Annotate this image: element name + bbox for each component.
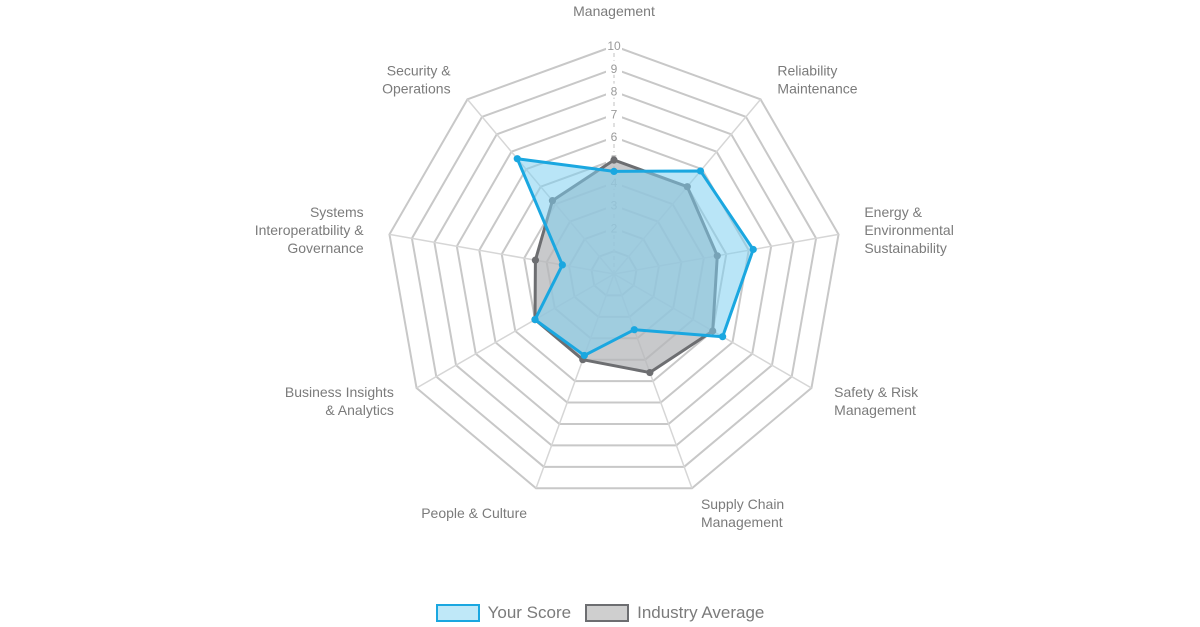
data-point-industry-average-4	[646, 368, 654, 377]
category-label-4: Supply Chain Management	[701, 496, 784, 530]
category-label-line: Safety & Risk	[834, 384, 919, 400]
data-point-industry-average-7	[531, 256, 540, 264]
legend-label-your-score: Your Score	[487, 603, 572, 622]
category-label-line: Supply Chain	[701, 496, 784, 512]
tick-label-8: 8	[611, 85, 618, 99]
category-label-line: Systems	[310, 204, 364, 220]
category-label-8: Security & Operations	[382, 62, 451, 96]
tick-label-bg	[606, 129, 622, 144]
category-labels: Production Management Reliability Maintenan…	[255, 0, 954, 530]
data-point-your-score-7	[558, 261, 566, 269]
category-label-0: Production Management	[573, 0, 655, 19]
tick-label-bg	[606, 38, 622, 52]
legend-swatch-industry-average	[585, 604, 630, 622]
data-point-industry-average-0	[610, 156, 618, 164]
category-label-line: Environmental	[864, 222, 954, 238]
legend-item-your-score: Your Score	[435, 603, 572, 623]
category-label-line: Sustainability	[864, 240, 947, 256]
category-label-line: Energy &	[864, 204, 922, 220]
category-label-1: Reliability Maintenance	[777, 62, 857, 96]
grid-ring-10	[388, 44, 840, 490]
category-label-line: Security &	[387, 62, 451, 78]
category-label-6: Business Insights & Analytics	[285, 384, 394, 418]
data-point-your-score-5	[580, 351, 588, 360]
tick-label-10: 10	[607, 39, 621, 53]
category-label-line: & Analytics	[325, 402, 393, 418]
category-label-3: Safety & Risk Management	[834, 384, 919, 418]
tick-label-bg	[606, 106, 622, 121]
legend-swatch-your-score	[435, 604, 480, 622]
series-layer	[513, 155, 757, 377]
data-point-your-score-8	[513, 155, 521, 163]
category-label-line: Management	[573, 3, 655, 19]
legend-item-industry-average: Industry Average	[585, 603, 764, 623]
tick-label-bg	[606, 60, 622, 75]
radar-chart: 2345678910 ProductionManagementReliabili…	[255, 0, 954, 530]
legend: Your Score Industry Average	[0, 603, 1200, 623]
category-label-line: Interoperatbility &	[255, 222, 365, 238]
category-label-2: Energy & Environmental Sustainability	[864, 204, 954, 256]
tick-label-6: 6	[611, 130, 618, 144]
category-label-line: Management	[834, 402, 916, 418]
data-point-your-score-0	[610, 167, 618, 175]
data-point-your-score-2	[749, 245, 757, 254]
category-label-line: Business Insights	[285, 384, 394, 400]
category-label-line: Management	[701, 514, 783, 530]
category-label-line: Production	[581, 0, 648, 1]
category-label-7: Systems Interoperatbility & Governance	[255, 204, 365, 256]
data-point-your-score-3	[718, 333, 727, 341]
data-point-your-score-1	[696, 167, 705, 175]
grid-ring-7	[455, 113, 773, 425]
tick-label-7: 7	[611, 107, 618, 121]
legend-label-industry-average: Industry Average	[637, 603, 765, 622]
category-label-line: Operations	[382, 80, 450, 96]
category-label-line: Maintenance	[777, 80, 857, 96]
category-label-5: People & Culture	[421, 505, 527, 521]
category-label-line: Reliability	[777, 62, 837, 78]
series-area-your-score	[515, 157, 755, 357]
tick-label-bg	[606, 83, 622, 98]
category-label-line: Governance	[287, 240, 363, 256]
data-point-your-score-4	[630, 326, 638, 334]
grid-ring-9	[410, 67, 818, 468]
grid-ring-8	[433, 90, 795, 447]
data-point-your-score-6	[531, 316, 539, 324]
category-label-line: People & Culture	[421, 505, 527, 521]
tick-label-9: 9	[611, 62, 618, 76]
